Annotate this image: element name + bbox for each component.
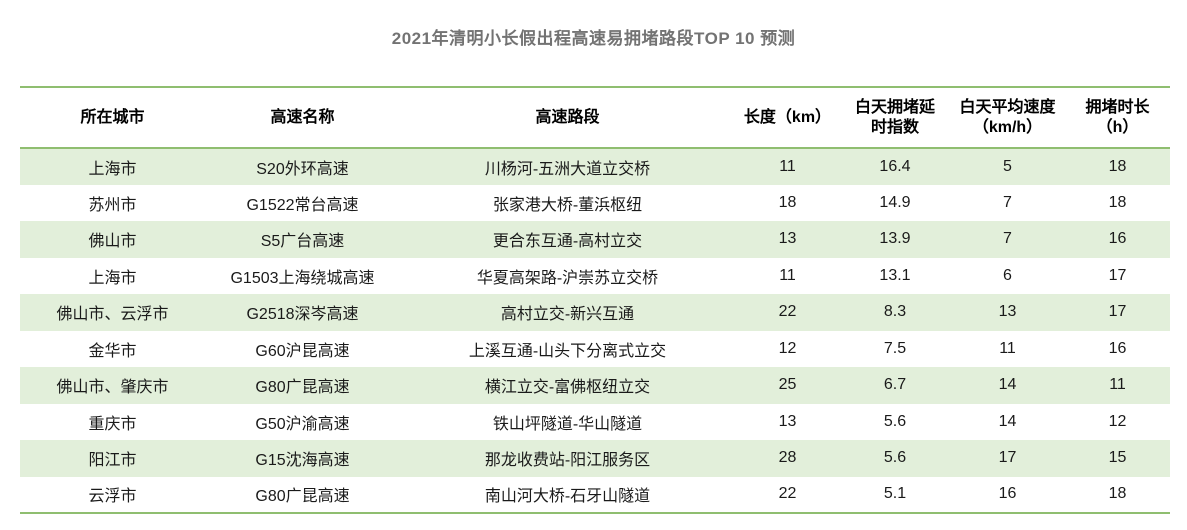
- cell-city: 佛山市、云浮市: [56, 306, 169, 324]
- cell-daytime-delay-index: 8.3: [883, 303, 907, 321]
- table-row: 金华市 G60沪昆高速 上溪互通-山头下分离式立交 12 7.5 11 16: [20, 330, 1170, 367]
- cell-length-km: 22: [778, 485, 797, 503]
- cell-daytime-delay-index: 5.6: [883, 449, 907, 467]
- cell-city: 金华市: [88, 342, 137, 360]
- cell-highway-section: 那龙收费站-阳江服务区: [484, 452, 651, 470]
- table-row: 佛山市、肇庆市 G80广昆高速 横江立交-富佛枢纽立交 25 6.7 14 11: [20, 367, 1170, 404]
- page-title: 2021年清明小长假出程高速易拥堵路段TOP 10 预测: [391, 29, 796, 48]
- cell-highway-section: 华夏高架路-沪崇苏立交桥: [476, 269, 659, 287]
- cell-highway-section: 南山河大桥-石牙山隧道: [484, 488, 651, 506]
- cell-highway-name: S5广台高速: [260, 233, 345, 251]
- cell-city: 佛山市、肇庆市: [56, 379, 169, 397]
- cell-highway-section: 更合东互通-高村立交: [492, 233, 643, 251]
- table-row: 上海市 G1503上海绕城高速 华夏高架路-沪崇苏立交桥 11 13.1 6 17: [20, 257, 1170, 294]
- cell-length-km: 18: [778, 193, 797, 211]
- table-row: 重庆市 G50沪渝高速 铁山坪隧道-华山隧道 13 5.6 14 12: [20, 403, 1170, 440]
- cell-city: 重庆市: [88, 415, 137, 433]
- cell-daytime-delay-index: 14.9: [879, 193, 911, 211]
- cell-city: 阳江市: [88, 452, 137, 470]
- cell-highway-name: G50沪渝高速: [255, 415, 350, 433]
- cell-daytime-avg-speed: 14: [998, 412, 1017, 430]
- table-row: 佛山市 S5广台高速 更合东互通-高村立交 13 13.9 7 16: [20, 221, 1170, 258]
- cell-highway-section: 川杨河-五洲大道立交桥: [484, 160, 651, 178]
- cell-highway-name: G60沪昆高速: [255, 342, 350, 360]
- column-header-daytime-delay-index: 白天拥堵延 时指数: [840, 87, 950, 149]
- cell-highway-name: G80广昆高速: [255, 379, 350, 397]
- cell-daytime-avg-speed: 16: [998, 485, 1017, 503]
- cell-highway-section: 上溪互通-山头下分离式立交: [468, 342, 667, 360]
- column-header-daytime-avg-speed: 白天平均速度 （km/h）: [950, 87, 1065, 149]
- table-row: 上海市 S20外环高速 川杨河-五洲大道立交桥 11 16.4 5 18: [20, 148, 1170, 185]
- cell-congestion-duration: 17: [1108, 303, 1127, 321]
- cell-daytime-avg-speed: 6: [1003, 266, 1012, 284]
- cell-daytime-delay-index: 13.9: [879, 230, 911, 248]
- table-row: 阳江市 G15沈海高速 那龙收费站-阳江服务区 28 5.6 17 15: [20, 440, 1170, 477]
- cell-daytime-delay-index: 13.1: [879, 266, 911, 284]
- cell-length-km: 13: [778, 412, 797, 430]
- cell-highway-name: S20外环高速: [256, 160, 349, 178]
- cell-city: 苏州市: [88, 196, 137, 214]
- cell-daytime-avg-speed: 5: [1003, 157, 1012, 175]
- cell-length-km: 25: [778, 376, 797, 394]
- cell-highway-name: G2518深岑高速: [246, 306, 359, 324]
- cell-highway-name: G15沈海高速: [255, 452, 350, 470]
- cell-congestion-duration: 12: [1108, 412, 1127, 430]
- column-header-highway-section: 高速路段: [400, 87, 735, 149]
- cell-daytime-avg-speed: 7: [1003, 230, 1012, 248]
- cell-city: 上海市: [88, 269, 137, 287]
- column-header-city: 所在城市: [20, 87, 205, 149]
- cell-length-km: 11: [779, 266, 796, 284]
- table-header: 所在城市 高速名称 高速路段 长度（km） 白天拥堵延 时指数 白天平均速度 （…: [20, 87, 1170, 149]
- cell-congestion-duration: 18: [1108, 485, 1127, 503]
- cell-city: 佛山市: [88, 233, 137, 251]
- cell-daytime-avg-speed: 17: [998, 449, 1017, 467]
- cell-daytime-delay-index: 16.4: [879, 157, 911, 175]
- table-row: 苏州市 G1522常台高速 张家港大桥-董浜枢纽 18 14.9 7 18: [20, 184, 1170, 221]
- cell-daytime-delay-index: 6.7: [883, 376, 907, 394]
- cell-congestion-duration: 11: [1109, 376, 1126, 394]
- header-row: 所在城市 高速名称 高速路段 长度（km） 白天拥堵延 时指数 白天平均速度 （…: [20, 87, 1170, 149]
- cell-length-km: 11: [779, 157, 796, 175]
- cell-daytime-avg-speed: 11: [999, 339, 1016, 357]
- cell-length-km: 12: [778, 339, 797, 357]
- column-header-highway-name: 高速名称: [205, 87, 400, 149]
- cell-daytime-delay-index: 5.6: [883, 412, 907, 430]
- column-header-congestion-duration: 拥堵时长 （h）: [1065, 87, 1170, 149]
- cell-congestion-duration: 15: [1108, 449, 1127, 467]
- cell-daytime-delay-index: 7.5: [883, 339, 907, 357]
- cell-daytime-delay-index: 5.1: [883, 485, 907, 503]
- cell-congestion-duration: 16: [1108, 339, 1127, 357]
- cell-highway-name: G1522常台高速: [246, 196, 359, 214]
- cell-city: 云浮市: [88, 488, 137, 506]
- table-row: 佛山市、云浮市 G2518深岑高速 高村立交-新兴互通 22 8.3 13 17: [20, 294, 1170, 331]
- congestion-forecast-table: 所在城市 高速名称 高速路段 长度（km） 白天拥堵延 时指数 白天平均速度 （…: [20, 86, 1170, 514]
- table-body: 上海市 S20外环高速 川杨河-五洲大道立交桥 11 16.4 5 18 苏州市 G1522常台…: [20, 148, 1170, 513]
- cell-daytime-avg-speed: 7: [1003, 193, 1012, 211]
- cell-length-km: 22: [778, 303, 797, 321]
- cell-highway-section: 横江立交-富佛枢纽立交: [484, 379, 651, 397]
- cell-city: 上海市: [88, 160, 137, 178]
- cell-congestion-duration: 18: [1108, 193, 1127, 211]
- cell-daytime-avg-speed: 13: [998, 303, 1017, 321]
- cell-daytime-avg-speed: 14: [998, 376, 1017, 394]
- cell-congestion-duration: 16: [1108, 230, 1127, 248]
- cell-congestion-duration: 17: [1108, 266, 1127, 284]
- cell-highway-section: 高村立交-新兴互通: [500, 306, 635, 324]
- cell-highway-name: G80广昆高速: [255, 488, 350, 506]
- cell-length-km: 13: [778, 230, 797, 248]
- column-header-length-km: 长度（km）: [735, 87, 840, 149]
- table-row: 云浮市 G80广昆高速 南山河大桥-石牙山隧道 22 5.1 16 18: [20, 476, 1170, 513]
- cell-highway-section: 铁山坪隧道-华山隧道: [492, 415, 643, 433]
- cell-length-km: 28: [778, 449, 797, 467]
- cell-highway-name: G1503上海绕城高速: [230, 269, 375, 287]
- cell-congestion-duration: 18: [1108, 157, 1127, 175]
- cell-highway-section: 张家港大桥-董浜枢纽: [492, 196, 643, 214]
